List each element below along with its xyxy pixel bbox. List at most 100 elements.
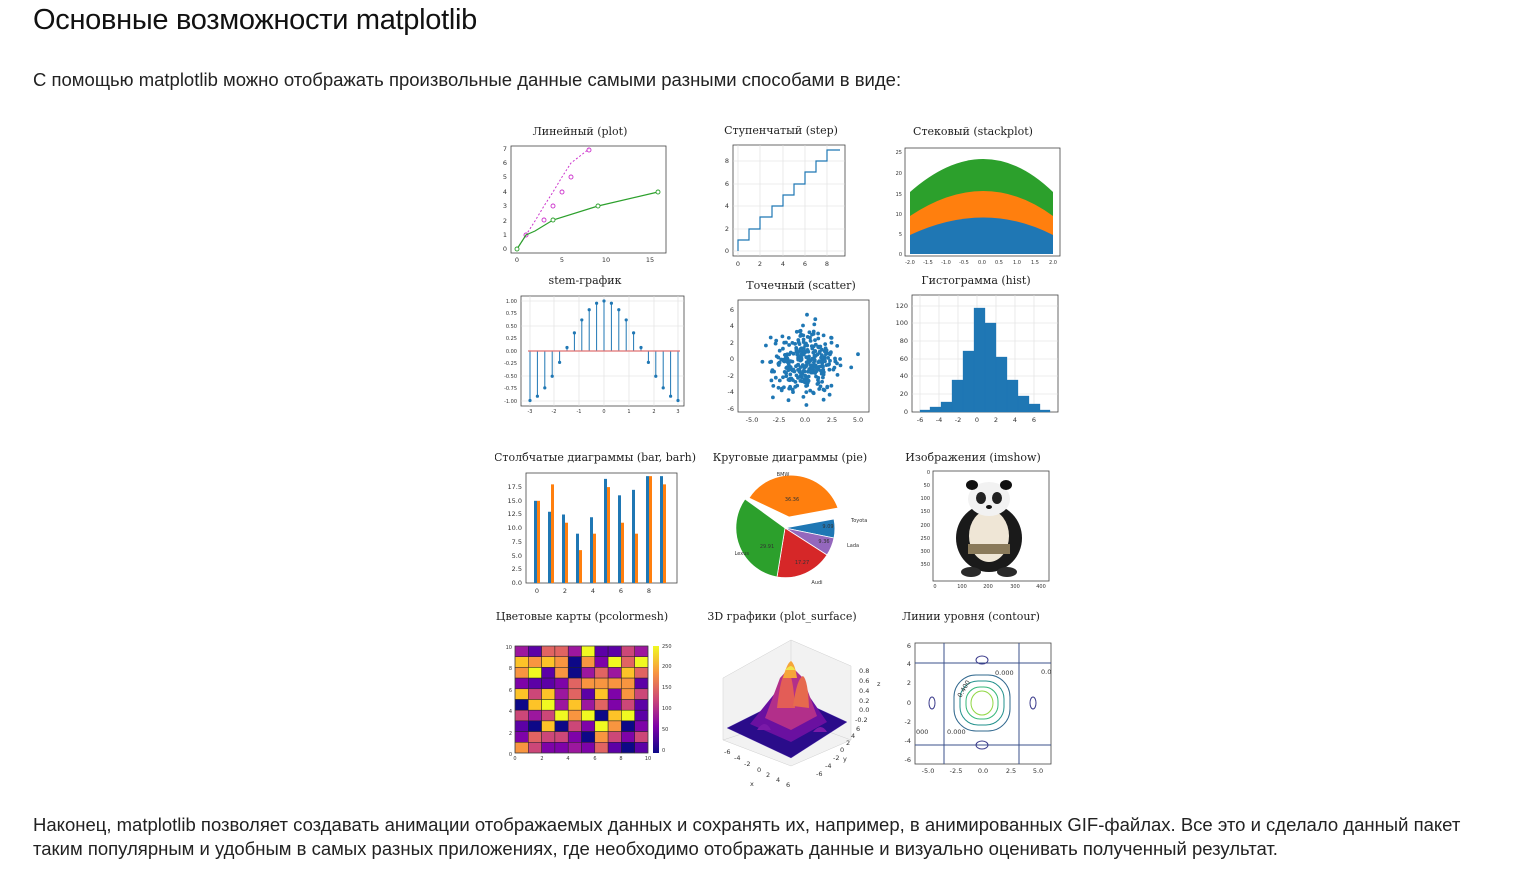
svg-text:1.00: 1.00 (506, 299, 517, 305)
colorbar (653, 646, 659, 753)
svg-text:6: 6 (856, 725, 860, 733)
svg-text:3: 3 (676, 409, 679, 415)
svg-text:0: 0 (513, 756, 516, 762)
svg-text:80: 80 (900, 337, 908, 345)
svg-text:200: 200 (662, 664, 672, 670)
svg-text:2: 2 (652, 409, 655, 415)
svg-text:5.0: 5.0 (1033, 767, 1043, 775)
svg-text:6: 6 (503, 159, 507, 167)
svg-text:4: 4 (851, 732, 855, 740)
svg-text:000: 000 (916, 728, 928, 736)
svg-text:-4: -4 (728, 388, 734, 396)
svg-text:250: 250 (662, 644, 672, 650)
svg-text:6: 6 (803, 260, 807, 268)
svg-text:100: 100 (920, 496, 930, 502)
svg-text:0.25: 0.25 (506, 336, 517, 342)
svg-text:6: 6 (1032, 416, 1036, 424)
svg-text:Lada: Lada (847, 543, 859, 549)
intro-paragraph: С помощью matplotlib можно отображать пр… (33, 69, 902, 90)
svg-text:10: 10 (645, 756, 651, 762)
hist-yticks: 0 20 40 60 80 100 120 (896, 302, 908, 416)
imshow-xticks: 0 100 200 300 400 (933, 584, 1045, 590)
svg-text:Lexus: Lexus (735, 551, 750, 557)
svg-text:36.36: 36.36 (785, 497, 799, 503)
panel-imshow-title: Изображения (imshow) (905, 451, 1040, 464)
svg-text:-0.5: -0.5 (959, 260, 969, 266)
svg-text:15: 15 (646, 256, 654, 264)
svg-text:7.5: 7.5 (512, 538, 522, 546)
svg-text:2: 2 (509, 731, 512, 737)
svg-text:-0.25: -0.25 (504, 361, 517, 367)
bar-series-orange (537, 476, 666, 583)
svg-text:6: 6 (730, 306, 734, 314)
svg-text:-5.0: -5.0 (746, 416, 759, 424)
step-xticks: 0 2 4 6 8 (736, 260, 829, 268)
pie-slice-audi (776, 527, 828, 579)
svg-text:Toyota: Toyota (850, 518, 867, 524)
stack-blue (910, 217, 1053, 254)
svg-text:-2: -2 (905, 718, 911, 726)
svg-text:0: 0 (535, 587, 539, 595)
panel-stem-title: stem-график (549, 274, 622, 287)
panel-plot-title: Линейный (plot) (533, 125, 628, 138)
svg-text:2.5: 2.5 (512, 565, 522, 573)
scatter-xticks: -5.0 -2.5 0.0 2.5 5.0 (746, 416, 864, 424)
contour-yticks: 6 4 2 0 -2 -4 -6 (905, 642, 911, 764)
svg-text:20: 20 (900, 390, 908, 398)
svg-text:9.09: 9.09 (822, 524, 833, 530)
svg-text:50: 50 (924, 483, 930, 489)
bar-xticks: 0 2 4 6 8 (535, 587, 651, 595)
svg-text:-4: -4 (936, 416, 942, 424)
svg-text:2: 2 (846, 739, 850, 747)
svg-text:20: 20 (896, 171, 902, 177)
panel-hist: Гистограмма (hist) 0 20 (896, 274, 1059, 424)
svg-text:-2: -2 (955, 416, 961, 424)
stem-lines (529, 301, 679, 401)
pie-pcts: 36.36 9.09 9.36 17.27 29.91 (760, 497, 834, 566)
outro-paragraph: Наконец, matplotlib позволяет создавать … (33, 814, 1461, 859)
panel-bar: Столбчатые диаграммы (bar, barh) 0.0 2.5… (495, 451, 696, 595)
imshow-yticks: 0 50 100 150 200 250 300 350 (920, 470, 930, 568)
stem-yticks: -1.00 -0.75 -0.50 -0.25 0.00 0.25 0.50 0… (504, 299, 517, 405)
svg-text:0: 0 (725, 247, 729, 255)
svg-text:4: 4 (1013, 416, 1017, 424)
pie-slice-bmw (748, 474, 839, 518)
svg-text:8: 8 (725, 157, 729, 165)
svg-text:5: 5 (503, 173, 507, 181)
svg-text:0.0: 0.0 (800, 416, 810, 424)
svg-text:0.0: 0.0 (978, 767, 988, 775)
panel-hist-title: Гистограмма (hist) (921, 274, 1030, 287)
svg-text:0: 0 (503, 245, 507, 253)
svg-text:8: 8 (647, 587, 651, 595)
svg-text:200: 200 (983, 584, 993, 590)
svg-text:100: 100 (957, 584, 967, 590)
svg-text:-0.75: -0.75 (504, 386, 517, 392)
svg-text:0.000: 0.000 (947, 728, 966, 736)
svg-text:0: 0 (515, 256, 519, 264)
surface-zticks: 0.8 0.6 0.4 0.2 0.0 -0.2 (855, 667, 869, 724)
step-line (737, 149, 840, 251)
svg-text:4: 4 (591, 587, 595, 595)
svg-text:7: 7 (503, 145, 507, 153)
svg-text:0.0: 0.0 (512, 579, 522, 587)
svg-text:40: 40 (900, 372, 908, 380)
panel-scatter: Точечный (scatter) -6 -4 -2 0 2 4 6 -5.0… (728, 279, 870, 424)
svg-text:2.5: 2.5 (827, 416, 837, 424)
colorbar-ticks: 0 50 100 150 200 250 (662, 644, 672, 754)
svg-text:-2.5: -2.5 (773, 416, 786, 424)
pie-labels: BMW Toyota Lada Audi Lexus (735, 472, 868, 586)
svg-text:8: 8 (825, 260, 829, 268)
svg-text:0: 0 (662, 748, 665, 754)
panel-bar-title: Столбчатые диаграммы (bar, barh) (495, 451, 696, 464)
svg-text:2: 2 (758, 260, 762, 268)
svg-text:0.000: 0.000 (995, 669, 1014, 677)
svg-text:2.5: 2.5 (1006, 767, 1016, 775)
svg-text:0: 0 (975, 416, 979, 424)
svg-text:-2: -2 (744, 760, 750, 768)
panel-scatter-title: Точечный (scatter) (746, 279, 855, 292)
svg-text:29.91: 29.91 (760, 544, 774, 550)
pcolormesh-cells (514, 645, 649, 754)
hist-xticks: -6 -4 -2 0 2 4 6 (917, 416, 1036, 424)
svg-text:-2: -2 (833, 754, 839, 762)
svg-text:15.0: 15.0 (508, 497, 522, 505)
